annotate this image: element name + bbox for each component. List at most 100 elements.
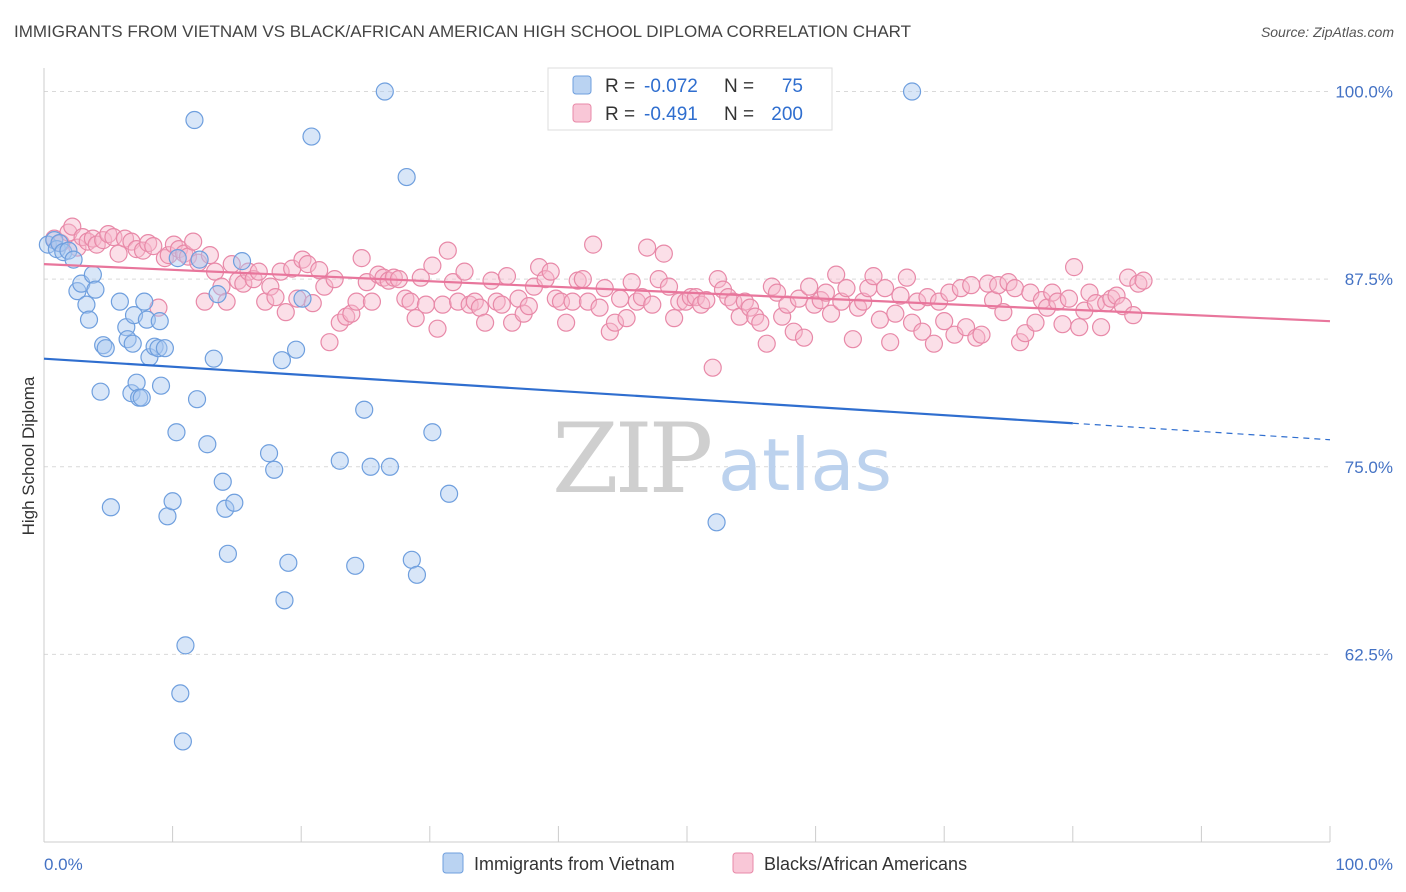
point-vietnam-31 — [150, 312, 169, 331]
point-black-65 — [396, 289, 415, 308]
source-label: Source: ZipAtlas.com — [1260, 24, 1394, 40]
point-black-202 — [1134, 271, 1153, 290]
point-vietnam-47 — [213, 472, 232, 491]
point-vietnam-12 — [86, 280, 105, 299]
point-black-106 — [617, 309, 636, 328]
point-black-38 — [249, 262, 268, 281]
point-black-83 — [492, 295, 511, 314]
legend-n-value-vietnam: 75 — [782, 76, 803, 97]
point-black-185 — [1043, 283, 1062, 302]
legend-r-label-vietnam: R = — [605, 76, 635, 97]
point-black-103 — [600, 322, 619, 341]
y-tick-label-3: 100.0% — [1335, 83, 1393, 102]
point-black-189 — [1064, 258, 1084, 277]
point-black-109 — [632, 288, 652, 307]
point-vietnam-26 — [135, 292, 154, 311]
point-black-67 — [406, 309, 425, 328]
point-vietnam-64 — [375, 82, 394, 101]
y-tick-label-2: 87.5% — [1345, 270, 1393, 289]
point-vietnam-65 — [380, 457, 400, 476]
point-vietnam-37 — [168, 249, 187, 268]
data-points — [38, 82, 1153, 751]
point-black-40 — [261, 277, 280, 296]
point-vietnam-51 — [232, 252, 252, 271]
point-black-145 — [827, 265, 846, 284]
point-black-192 — [1080, 283, 1099, 302]
point-vietnam-21 — [123, 334, 142, 353]
point-black-11 — [104, 228, 123, 247]
bottom-legend-label-vietnam: Immigrants from Vietnam — [474, 854, 675, 874]
point-vietnam-30 — [149, 339, 168, 358]
point-black-121 — [697, 291, 716, 310]
point-black-66 — [401, 292, 420, 311]
legend-n-label-black: N = — [724, 104, 754, 125]
point-black-61 — [374, 268, 393, 287]
legend-r-label-black: R = — [605, 104, 635, 125]
chart-title: IMMIGRANTS FROM VIETNAM VS BLACK/AFRICAN… — [14, 22, 912, 41]
point-vietnam-68 — [407, 565, 427, 584]
point-black-48 — [303, 294, 322, 313]
point-black-172 — [972, 325, 991, 344]
point-black-55 — [342, 304, 361, 323]
point-vietnam-40 — [176, 636, 195, 655]
point-black-197 — [1107, 286, 1126, 305]
point-vietnam-32 — [151, 376, 171, 395]
point-vietnam-10 — [79, 310, 99, 329]
legend-swatch-vietnam — [572, 75, 592, 95]
point-black-194 — [1091, 318, 1111, 337]
point-vietnam-17 — [110, 292, 129, 311]
gridlines — [44, 91, 1330, 655]
point-black-12 — [109, 244, 128, 263]
point-vietnam-63 — [361, 457, 380, 476]
point-vietnam-14 — [94, 336, 113, 355]
point-black-99 — [578, 292, 598, 311]
point-black-170 — [962, 276, 981, 295]
point-black-35 — [234, 274, 253, 293]
point-black-26 — [184, 232, 203, 251]
point-vietnam-53 — [265, 460, 284, 479]
point-vietnam-56 — [279, 553, 298, 572]
point-black-111 — [643, 295, 662, 314]
bottom-legend-swatch-black — [732, 852, 754, 874]
point-black-148 — [843, 330, 862, 349]
point-vietnam-60 — [330, 451, 349, 470]
point-vietnam-71 — [707, 513, 726, 532]
point-vietnam-48 — [216, 499, 235, 518]
point-black-165 — [935, 312, 954, 331]
bottom-legend-swatch-vietnam — [442, 852, 464, 874]
point-black-188 — [1059, 289, 1079, 308]
point-black-153 — [870, 310, 890, 329]
point-black-161 — [913, 322, 932, 341]
point-black-152 — [864, 267, 883, 286]
trend-line-vietnam — [43, 357, 1073, 425]
legend-top: R = -0.072 N = 75 R = -0.491 N = 200 — [547, 67, 833, 131]
point-vietnam-6 — [64, 250, 83, 269]
legend-swatch-black — [572, 103, 592, 123]
x-tick-label-1: 100.0% — [1335, 855, 1393, 874]
point-black-135 — [773, 307, 792, 326]
point-black-159 — [902, 313, 922, 332]
point-black-100 — [584, 235, 603, 254]
point-black-52 — [325, 270, 344, 289]
point-black-182 — [1026, 313, 1045, 332]
point-black-199 — [1118, 268, 1138, 287]
legend-r-value-black: -0.491 — [644, 104, 698, 125]
point-black-76 — [455, 262, 474, 281]
point-black-57 — [352, 249, 371, 268]
point-black-164 — [929, 292, 949, 311]
point-black-29 — [200, 246, 219, 265]
point-black-96 — [563, 292, 582, 311]
point-vietnam-49 — [218, 544, 237, 563]
point-black-139 — [794, 328, 814, 347]
watermark-atlas: atlas — [718, 423, 892, 507]
point-vietnam-16 — [101, 498, 120, 517]
point-vietnam-69 — [423, 423, 442, 442]
point-black-17 — [139, 234, 158, 253]
point-black-179 — [1010, 333, 1030, 352]
point-black-43 — [276, 303, 295, 322]
point-black-101 — [590, 298, 609, 317]
trend-line-black — [43, 263, 1331, 323]
point-black-73 — [438, 241, 457, 260]
point-vietnam-15 — [96, 339, 115, 358]
